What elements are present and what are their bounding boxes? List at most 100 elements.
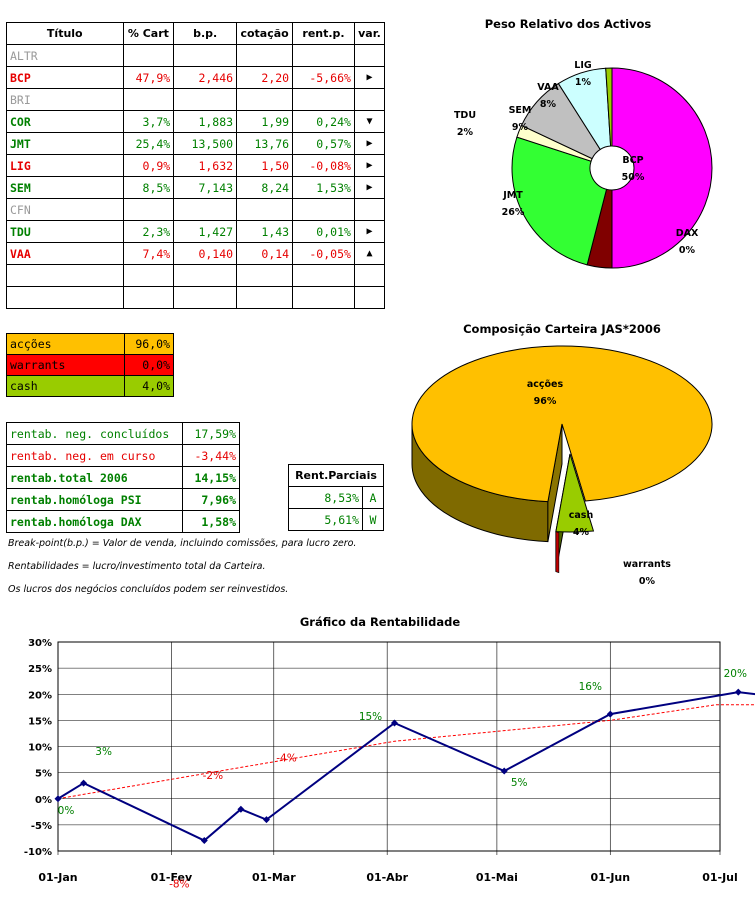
pie2-label-warrants: warrants [623, 559, 671, 570]
partial-tag: W [362, 508, 384, 531]
allocation-table: acções 96,0% warrants 0,0% cash 4,0% [6, 333, 174, 397]
table-row: COR 3,7% 1,883 1,99 0,24% ▼ [6, 110, 386, 133]
table-row: ALTR [6, 44, 386, 67]
cell-cot: 8,24 [236, 176, 294, 199]
table-row: BRI [6, 88, 386, 111]
cell-rent: 0,01% [292, 220, 355, 243]
variation-arrow-icon: ▶ [353, 66, 386, 89]
x-tick-label: 01-Mai [476, 871, 518, 884]
allocation-row: acções 96,0% [6, 333, 174, 355]
allocation-value: 4,0% [124, 375, 174, 397]
pie1-pct-cor: 4% [555, 262, 572, 270]
partial-returns-table: Rent.Parciais 8,53% A 5,61% W [288, 464, 384, 531]
note-breakpoint: Break-point(b.p.) = Valor de venda, incl… [8, 538, 357, 549]
cell-bp: 1,427 [173, 220, 238, 243]
stock-name: CFN [6, 198, 124, 221]
data-point-label: 3% [95, 746, 112, 758]
pie2-label-acções: acções [527, 379, 564, 390]
table-row: VAA 7,4% 0,140 0,14 -0,05% ▲ [6, 242, 386, 265]
table-row: TDU 2,3% 1,427 1,43 0,01% ▶ [6, 220, 386, 243]
returns-table: rentab. neg. concluídos 17,59% rentab. neg… [6, 422, 240, 533]
cell-cart [122, 44, 175, 67]
cell-rent [292, 44, 355, 67]
data-point-label: 5% [511, 777, 528, 789]
variation-arrow-icon [353, 198, 386, 221]
stock-name: LIG [6, 154, 124, 177]
y-tick-label: -10% [24, 847, 52, 858]
pie1-pct-tdu: 2% [457, 127, 474, 138]
cell-cot [236, 88, 294, 111]
cell-cot: 13,76 [236, 132, 294, 155]
cell-rent: 1,53% [292, 176, 355, 199]
cell-cart [122, 286, 175, 309]
y-tick-label: -5% [31, 821, 52, 832]
pie1-label-vaa: VAA [537, 82, 559, 93]
cell-cot [236, 286, 294, 309]
data-point-label: 0% [58, 805, 75, 817]
cell-cot: 2,20 [236, 66, 294, 89]
data-point-marker [80, 779, 88, 787]
pie1-pct-lig: 1% [575, 77, 592, 88]
data-point-marker [262, 816, 270, 824]
data-point-label: 15% [359, 711, 382, 723]
col-header-cotacao: cotação [236, 22, 294, 45]
cell-rent: -0,05% [292, 242, 355, 265]
pie1-label-lig: LIG [574, 60, 592, 71]
allocation-row: warrants 0,0% [6, 354, 174, 376]
cell-bp [173, 286, 238, 309]
variation-arrow-icon: ▶ [353, 154, 386, 177]
pie1-label-tdu: TDU [454, 110, 476, 121]
return-value: -3,44% [182, 444, 240, 467]
pie1-slice-lig [605, 67, 613, 147]
variation-arrow-icon [353, 44, 386, 67]
return-label: rentab.total 2006 [6, 466, 183, 489]
y-tick-label: 30% [28, 638, 52, 649]
cell-bp: 13,500 [173, 132, 238, 155]
stock-name: SEM [6, 176, 124, 199]
allocation-label: warrants [6, 354, 125, 376]
return-row: rentab.homóloga DAX 1,58% [6, 510, 240, 533]
data-point-marker [54, 795, 62, 803]
portfolio-table: Título % Cart b.p. cotação rent.p. var. … [6, 22, 386, 309]
stock-name: TDU [6, 220, 124, 243]
allocation-value: 0,0% [124, 354, 174, 376]
variation-arrow-icon [353, 264, 386, 287]
cell-rent: -0,08% [292, 154, 355, 177]
cell-bp: 0,140 [173, 242, 238, 265]
pie2-pct-cash: 4% [573, 527, 590, 538]
stock-name: COR [6, 110, 124, 133]
pie1-title: Peso Relativo dos Activos [485, 17, 652, 31]
table-row: JMT 25,4% 13,500 13,76 0,57% ▶ [6, 132, 386, 155]
pie2-pct-warrants: 0% [639, 576, 656, 587]
cell-cart: 7,4% [122, 242, 175, 265]
pie1-pct-jmt: 26% [502, 207, 525, 218]
col-header-cart: % Cart [122, 22, 175, 45]
table-row: LIG 0,9% 1,632 1,50 -0,08% ▶ [6, 154, 386, 177]
data-point-marker [606, 710, 614, 718]
col-header-var: var. [353, 22, 386, 45]
cell-bp [173, 88, 238, 111]
cell-bp: 7,143 [173, 176, 238, 199]
data-point-marker [200, 837, 208, 845]
cell-bp: 2,446 [173, 66, 238, 89]
y-tick-label: 5% [35, 769, 52, 780]
return-label: rentab.homóloga PSI [6, 488, 183, 511]
variation-arrow-icon [353, 286, 386, 309]
pie1-pct-sem: 9% [512, 122, 529, 133]
variation-arrow-icon: ▼ [353, 110, 386, 133]
x-tick-label: 01-Abr [366, 871, 408, 884]
x-tick-label: 01-Jul [702, 871, 738, 884]
data-point-label: -8% [169, 879, 189, 891]
y-tick-label: 10% [28, 743, 52, 754]
cell-cart: 0,9% [122, 154, 175, 177]
pie2-pct-acções: 96% [534, 396, 557, 407]
return-value: 14,15% [182, 466, 240, 489]
variation-arrow-icon: ▶ [353, 220, 386, 243]
data-point-marker [734, 688, 742, 696]
data-point-label: -4% [276, 753, 296, 765]
stock-name: VAA [6, 242, 124, 265]
cell-rent: -5,66% [292, 66, 355, 89]
cell-cart [122, 88, 175, 111]
cell-cot: 1,99 [236, 110, 294, 133]
pie1-pct-dax: 0% [679, 245, 696, 256]
